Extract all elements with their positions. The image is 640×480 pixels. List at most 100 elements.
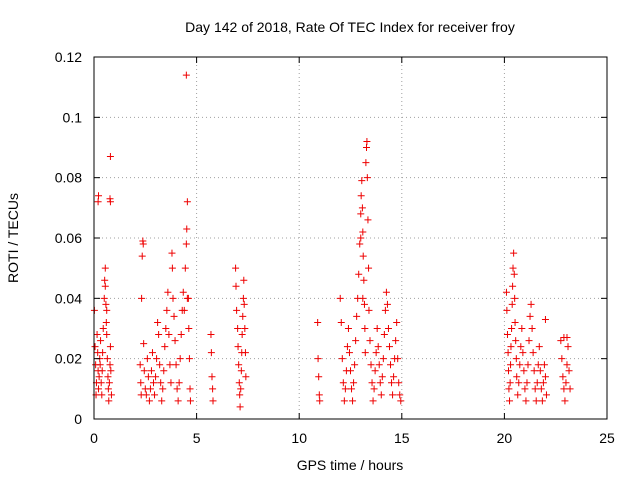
data-point [208,373,216,381]
data-point [232,282,240,290]
data-point [509,282,517,290]
data-point [357,192,365,200]
data-point [239,294,247,302]
data-point [345,349,353,357]
data-point [175,379,183,387]
x-tick-label: 10 [291,430,307,446]
data-point [340,397,348,405]
data-point [564,343,572,351]
data-point [161,343,169,351]
data-point [357,210,365,218]
data-point [347,367,354,375]
data-point [503,306,511,314]
data-point [97,379,105,387]
data-point [150,379,158,387]
data-point [166,361,174,369]
data-point [524,361,532,369]
data-point [344,325,352,332]
data-point [236,391,244,399]
data-point [359,294,367,302]
data-point [358,177,366,185]
data-point [535,343,543,351]
data-point [173,385,181,393]
data-point [383,300,391,308]
data-point [364,216,372,224]
data-point [138,252,146,260]
data-point [169,294,177,302]
data-point [378,373,386,381]
data-point [107,391,115,399]
data-point [536,367,544,375]
y-tick-label: 0.12 [55,49,82,65]
data-point [242,373,250,381]
data-point [512,355,520,363]
data-point [95,192,103,200]
data-point [526,312,534,320]
data-point [106,361,114,369]
data-point [370,385,378,393]
data-point [138,294,146,302]
data-point [238,331,246,339]
data-point [538,397,546,405]
data-point [314,355,322,363]
data-point [183,225,191,233]
data-point [104,385,112,393]
data-point [179,288,187,296]
data-point [523,379,531,387]
data-point [511,318,519,326]
y-tick-label: 0.08 [55,170,82,186]
data-point [315,391,323,399]
data-point [102,300,110,308]
data-point [185,325,193,332]
data-point [563,361,571,369]
data-point [137,379,145,387]
data-points [90,71,574,411]
data-point [241,349,249,357]
data-point [155,331,163,339]
data-point [362,159,370,167]
data-point [527,300,535,308]
data-point [103,331,111,339]
data-point [148,349,156,357]
data-point [164,288,172,296]
data-point [186,397,194,405]
data-point [237,367,245,375]
data-point [315,373,323,381]
data-point [541,373,549,381]
data-point [106,198,114,206]
data-point [159,385,167,393]
data-point [388,379,396,387]
data-point [353,312,361,320]
data-point [186,385,194,393]
data-point [563,334,571,342]
data-point [95,373,103,381]
data-point [357,234,365,242]
data-point [512,337,520,345]
data-point [158,397,166,405]
data-point [352,337,360,345]
data-point [355,270,363,278]
data-point [513,373,521,381]
x-tick-label: 15 [394,430,410,446]
x-tick-label: 25 [599,430,615,446]
data-point [365,264,373,272]
data-point [517,343,525,351]
data-point [508,300,516,308]
data-point [506,379,514,387]
data-point [316,397,324,405]
data-point [99,349,107,357]
data-point [368,379,376,387]
data-point [162,325,170,332]
data-point [529,349,537,357]
data-point [515,379,523,387]
data-point [397,397,405,405]
data-point [165,331,173,339]
data-point [105,379,113,387]
data-point [558,355,566,363]
data-point [503,331,511,339]
data-point [107,367,115,375]
data-point [506,397,514,405]
data-point [510,249,518,257]
data-point [139,240,147,248]
